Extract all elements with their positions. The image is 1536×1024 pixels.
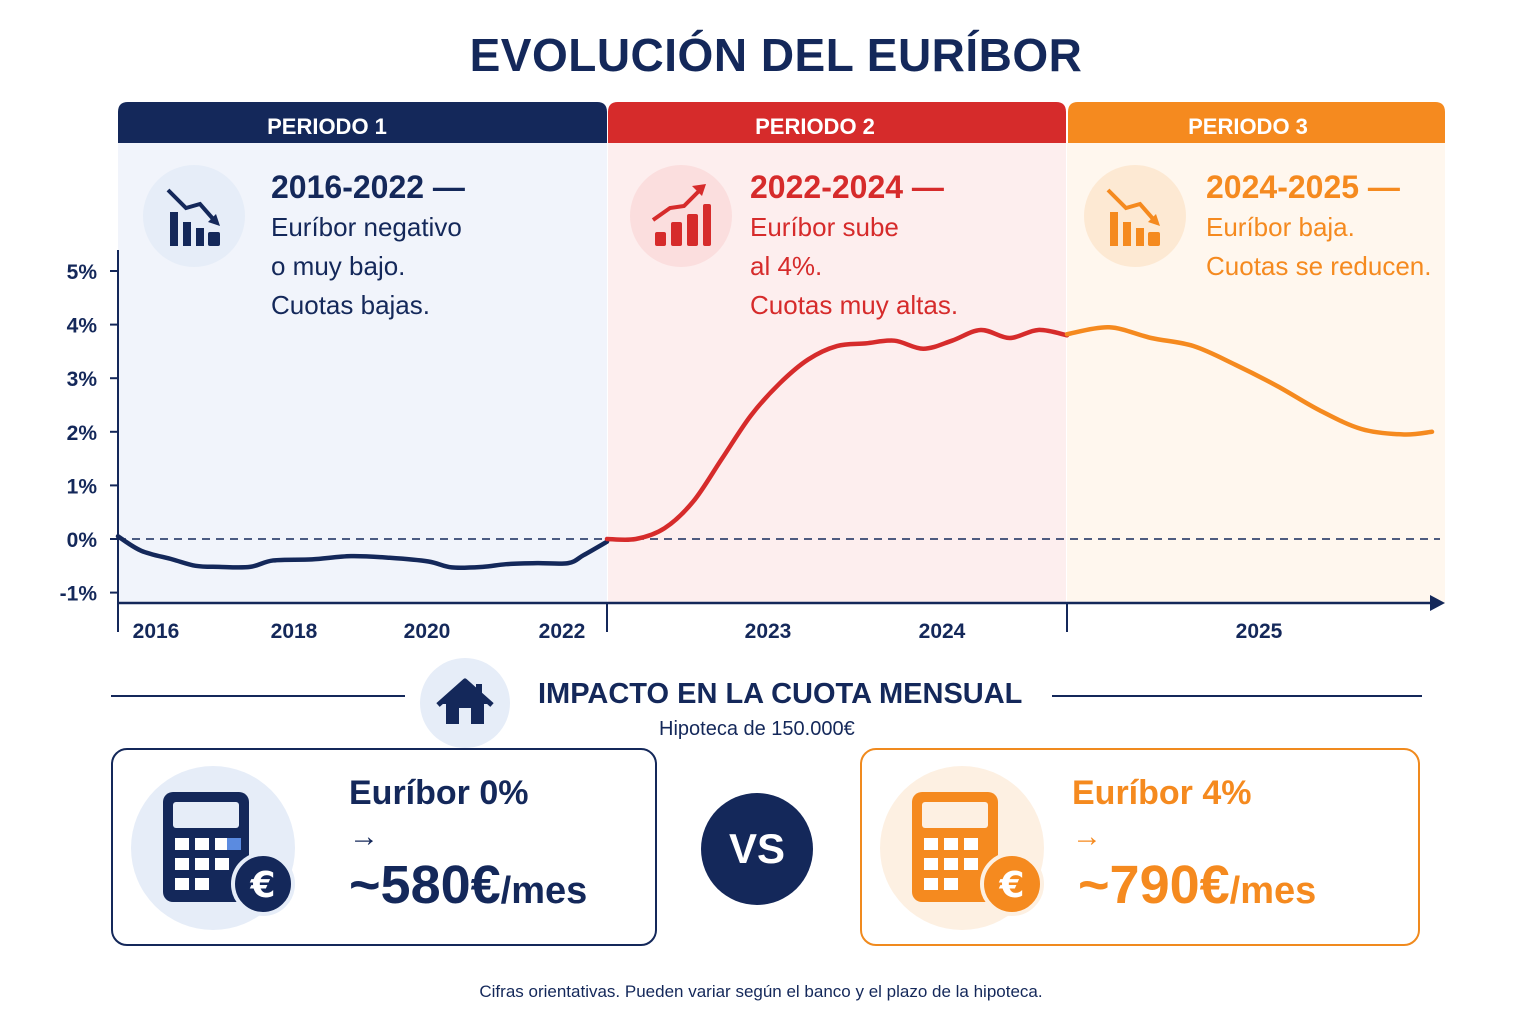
svg-text:€: € (249, 865, 275, 906)
period-1-description: 2016-2022 — Euríbor negativo o muy bajo.… (271, 166, 465, 325)
period-3-tab-label: PERIODO 3 (1188, 114, 1308, 139)
card-left-arrow: → (349, 820, 379, 853)
impact-subtitle: Hipoteca de 150.000€ (659, 718, 855, 740)
calculator-euro-icon: € (131, 766, 295, 930)
card-euribor-0: € Euríbor 0% → ~580€/mes (111, 748, 657, 946)
period-2-line: Euríbor sube (750, 212, 899, 242)
x-tick-label: 2018 (271, 620, 318, 643)
impact-divider-left (111, 695, 405, 697)
period-2-title: 2022-2024 — (750, 169, 944, 205)
period-2-description: 2022-2024 — Euríbor sube al 4%. Cuotas m… (750, 166, 958, 325)
series-line-period-2 (604, 327, 1070, 543)
y-tick-label: 2% (67, 422, 98, 445)
period-1-icon (143, 165, 245, 267)
x-tick-label: 2023 (745, 620, 792, 643)
page-title: EVOLUCIÓN DEL EURÍBOR (469, 29, 1083, 81)
card-euribor-4: € Euríbor 4% → ~790€/mes (860, 748, 1420, 946)
x-tick-label: 2024 (919, 620, 966, 643)
period-1-line: Euríbor negativo (271, 212, 462, 242)
card-right-amount: ~790€ (1078, 855, 1230, 915)
series-line-period-3 (1064, 325, 1435, 437)
card-right-label: Euríbor 4% (1072, 774, 1252, 812)
card-left-unit: /mes (500, 870, 588, 912)
x-tick-label: 2016 (133, 620, 180, 643)
card-right-arrow: → (1072, 820, 1102, 853)
period-1-title: 2016-2022 — (271, 169, 465, 205)
chart-down-icon (166, 188, 220, 246)
x-axis-arrow-icon (1430, 595, 1445, 611)
y-tick-group: 5% 4% 3% 2% 1% 0% -1% (60, 261, 118, 606)
period-3-line: Cuotas se reducen. (1206, 251, 1432, 281)
chart-down-icon (1106, 188, 1160, 246)
y-tick-label: 4% (67, 315, 98, 338)
period-3-description: 2024-2025 — Euríbor baja. Cuotas se redu… (1206, 166, 1431, 286)
x-tick-label: 2022 (539, 620, 586, 643)
euribor-chart: PERIODO 1 PERIODO 2 PERIODO 3 5% 4% 3% 2% 1%… (60, 102, 1445, 643)
card-left-amount: ~580€ (349, 855, 501, 915)
period-1-line: Cuotas bajas. (271, 290, 430, 320)
period-3-tab: PERIODO 3 (1068, 102, 1445, 143)
svg-text:€: € (998, 865, 1024, 906)
x-tick-label: 2020 (404, 620, 451, 643)
footnote: Cifras orientativas. Pueden variar según… (479, 982, 1043, 1001)
period-3-icon (1084, 165, 1186, 267)
x-tick-group: 2016 2018 2020 2022 2023 2024 2025 (133, 620, 1283, 643)
period-2-icon (630, 165, 732, 267)
impact-title: IMPACTO EN LA CUOTA MENSUAL (538, 678, 1023, 710)
period-1-line: o muy bajo. (271, 251, 406, 281)
period-1-tab: PERIODO 1 (118, 102, 607, 143)
impact-header: IMPACTO EN LA CUOTA MENSUAL (0, 656, 1536, 748)
period-2-line: Cuotas muy altas. (750, 290, 959, 320)
period-2-line: al 4%. (750, 251, 823, 281)
series-group (115, 325, 1435, 571)
period-3-title: 2024-2025 — (1206, 169, 1400, 205)
impact-divider-right (1052, 695, 1422, 697)
period-1-tab-label: PERIODO 1 (267, 114, 387, 139)
card-left-label: Euríbor 0% (349, 774, 529, 812)
card-right-unit: /mes (1229, 870, 1317, 912)
y-tick-label: 3% (67, 368, 98, 391)
chart-up-icon (651, 184, 711, 246)
period-2-tab: PERIODO 2 (608, 102, 1066, 143)
card-right-value: ~790€/mes (1078, 854, 1316, 916)
series-line-period-1 (115, 534, 610, 571)
y-tick-label: 0% (67, 529, 98, 552)
house-icon (420, 658, 510, 748)
period-3-line: Euríbor baja. (1206, 212, 1355, 242)
card-left-value: ~580€/mes (349, 854, 587, 916)
calculator-euro-icon: € (880, 766, 1044, 930)
y-tick-label: 5% (67, 261, 98, 284)
y-tick-label: 1% (67, 475, 98, 498)
vs-badge: VS (701, 793, 813, 905)
period-2-tab-label: PERIODO 2 (755, 114, 875, 139)
x-tick-label: 2025 (1236, 620, 1283, 643)
y-tick-label: -1% (60, 583, 98, 606)
